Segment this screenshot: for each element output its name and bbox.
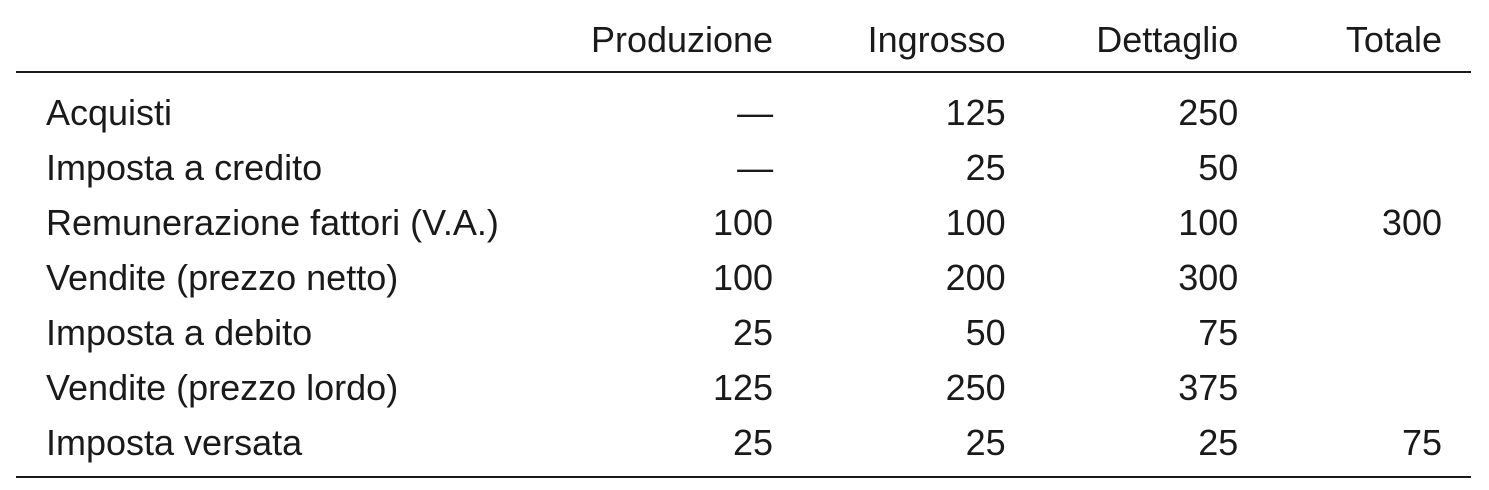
table-row: Acquisti — 125 250 [16,72,1471,140]
header-ingrosso: Ingrosso [867,18,1006,60]
row-label: Imposta a debito [46,311,313,353]
cell-totale: 75 [1401,421,1442,463]
row-label: Vendite (prezzo netto) [46,256,399,298]
cell-ingrosso: 200 [945,256,1006,298]
cell-ingrosso: 50 [965,311,1006,353]
cell-dettaglio: 50 [1198,146,1239,188]
header-row: Produzione Ingrosso Dettaglio Totale [16,8,1471,72]
cell-dettaglio: 375 [1178,366,1239,408]
cell-totale [1238,140,1471,195]
cell-ingrosso: 250 [945,366,1006,408]
cell-ingrosso: 100 [945,201,1006,243]
row-label: Vendite (prezzo lordo) [46,366,399,408]
cell-totale [1238,72,1471,140]
header-label-column [16,8,579,72]
cell-ingrosso: 25 [965,146,1006,188]
cell-dettaglio: 250 [1178,91,1239,133]
cell-produzione: 125 [713,366,774,408]
table-row: Imposta versata 25 25 25 75 [16,415,1471,477]
cell-produzione: 25 [733,311,774,353]
cell-dettaglio: 300 [1178,256,1239,298]
header-totale: Totale [1345,18,1442,60]
table-row: Imposta a debito 25 50 75 [16,305,1471,360]
cell-totale [1238,250,1471,305]
table-row: Vendite (prezzo lordo) 125 250 375 [16,360,1471,415]
table-row: Imposta a credito — 25 50 [16,140,1471,195]
cell-dettaglio: 100 [1178,201,1239,243]
table-header: Produzione Ingrosso Dettaglio Totale [16,8,1471,72]
cell-totale [1238,305,1471,360]
row-label: Imposta a credito [46,146,323,188]
cell-produzione: — [737,91,774,133]
cell-produzione: 100 [713,201,774,243]
table-body: Acquisti — 125 250 Imposta a credito — 2… [16,72,1471,477]
row-label: Acquisti [46,91,173,133]
cell-totale [1238,360,1471,415]
cell-totale: 300 [1381,201,1442,243]
cell-ingrosso: 125 [945,91,1006,133]
cell-dettaglio: 25 [1198,421,1239,463]
table-row: Vendite (prezzo netto) 100 200 300 [16,250,1471,305]
cell-produzione: 100 [713,256,774,298]
cell-produzione: 25 [733,421,774,463]
header-produzione: Produzione [590,18,774,60]
cell-dettaglio: 75 [1198,311,1239,353]
row-label: Imposta versata [46,421,303,463]
vat-table-container: Produzione Ingrosso Dettaglio Totale Acq… [16,8,1471,478]
header-dettaglio: Dettaglio [1096,18,1239,60]
row-label: Remunerazione fattori (V.A.) [46,201,499,243]
cell-ingrosso: 25 [965,421,1006,463]
table-row: Remunerazione fattori (V.A.) 100 100 100… [16,195,1471,250]
cell-produzione: — [737,146,774,188]
vat-table: Produzione Ingrosso Dettaglio Totale Acq… [16,8,1471,478]
